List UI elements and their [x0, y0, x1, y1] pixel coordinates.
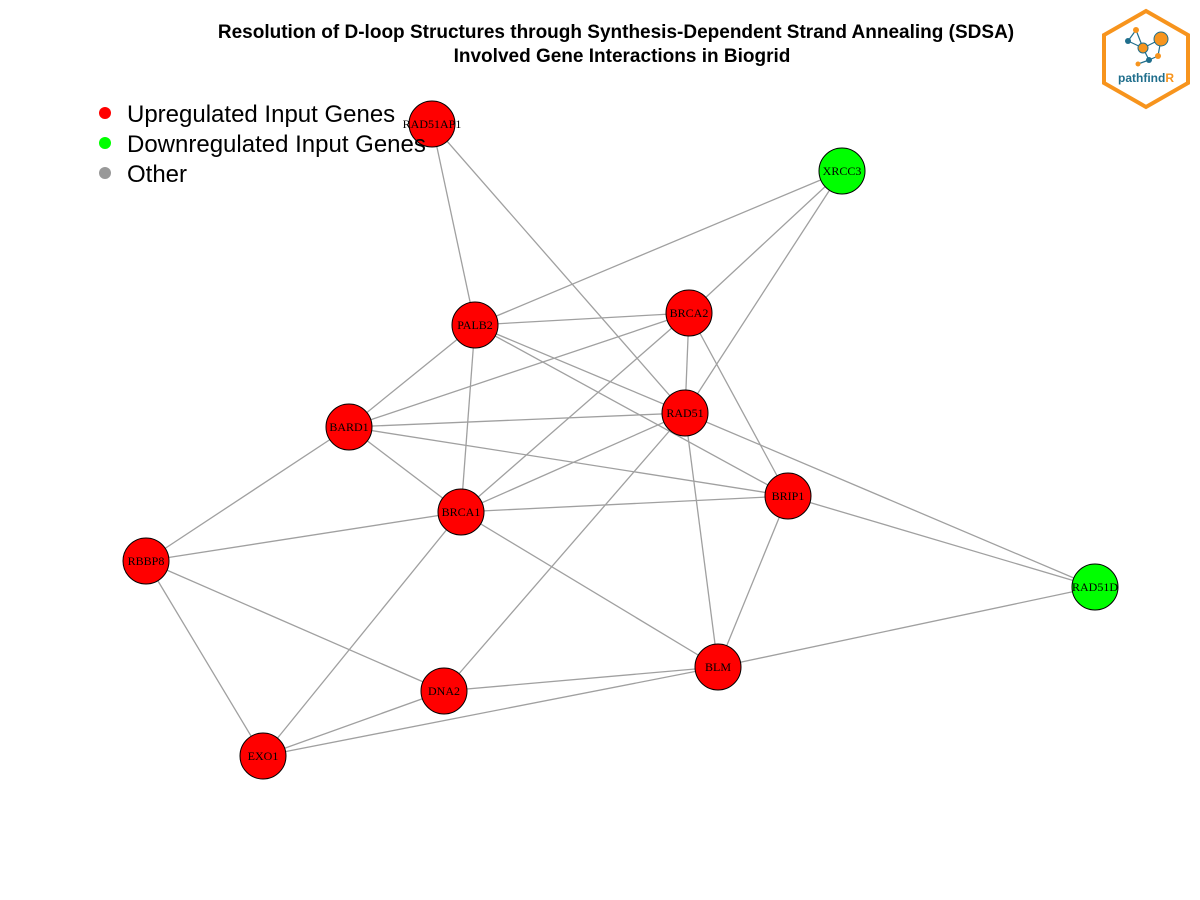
- legend-label-down: Downregulated Input Genes: [127, 131, 426, 158]
- node-circle-bard1: [325, 403, 373, 451]
- edge-blm-dna2: [443, 666, 719, 692]
- node-label-palb2: PALB2: [457, 318, 493, 332]
- node-label-rad51ap1: RAD51AP1: [403, 117, 462, 131]
- chart-title-line2: Involved Gene Interactions in Biogrid: [454, 46, 791, 67]
- logo-text: pathfindR: [1118, 71, 1174, 85]
- edge-rbbp8-exo1: [145, 560, 264, 757]
- edge-palb2-bard1: [348, 324, 476, 428]
- node-label-bard1: BARD1: [329, 420, 368, 434]
- edge-bard1-rbbp8: [145, 426, 350, 562]
- edge-rbbp8-dna2: [145, 560, 445, 692]
- edge-brca1-brip1: [460, 495, 789, 513]
- node-label-blm: BLM: [705, 660, 731, 674]
- edge-brca1-rbbp8: [145, 511, 462, 562]
- edge-rad51d-blm: [717, 586, 1096, 668]
- edge-brip1-blm: [717, 495, 789, 668]
- legend-marker-other: [99, 167, 111, 179]
- legend-label-up: Upregulated Input Genes: [127, 101, 395, 128]
- edge-xrcc3-brca2: [688, 170, 843, 314]
- edge-xrcc3-rad51: [684, 170, 843, 414]
- edge-rad51ap1-rad51: [431, 123, 686, 414]
- node-circle-exo1: [239, 732, 287, 780]
- node-circle-palb2: [451, 301, 499, 349]
- node-circle-rad51ap1: [408, 100, 456, 148]
- node-label-dna2: DNA2: [428, 684, 460, 698]
- edge-rad51-rad51d: [684, 412, 1096, 588]
- node-label-brca1: BRCA1: [442, 505, 481, 519]
- node-dna2: DNA2: [420, 667, 468, 715]
- node-label-brip1: BRIP1: [772, 489, 805, 503]
- node-circle-xrcc3: [818, 147, 866, 195]
- node-circle-dna2: [420, 667, 468, 715]
- edge-xrcc3-palb2: [474, 170, 843, 326]
- node-label-xrcc3: XRCC3: [823, 164, 862, 178]
- node-brip1: BRIP1: [764, 472, 812, 520]
- node-circle-brca1: [437, 488, 485, 536]
- node-label-brca2: BRCA2: [670, 306, 709, 320]
- node-blm: BLM: [694, 643, 742, 691]
- node-circle-rad51: [661, 389, 709, 437]
- node-rbbp8: RBBP8: [122, 537, 170, 585]
- legend-marker-up: [99, 107, 111, 119]
- edge-rad51-dna2: [443, 412, 686, 692]
- node-label-rad51: RAD51: [666, 406, 703, 420]
- edge-brca2-brca1: [460, 312, 690, 513]
- nodes-layer: RAD51AP1 XRCC3 PALB2 BRCA2 RAD51 BARD1 BRCA1 BR…: [122, 100, 1119, 780]
- edge-rad51-bard1: [348, 412, 686, 428]
- legend: Upregulated Input Genes Downregulated In…: [99, 101, 426, 188]
- legend-marker-down: [99, 137, 111, 149]
- edge-dna2-exo1: [262, 690, 445, 757]
- node-circle-rbbp8: [122, 537, 170, 585]
- legend-label-other: Other: [127, 161, 187, 188]
- node-bard1: BARD1: [325, 403, 373, 451]
- node-rad51d: RAD51D: [1071, 563, 1119, 611]
- edges-layer: [145, 123, 1096, 757]
- node-xrcc3: XRCC3: [818, 147, 866, 195]
- node-circle-brip1: [764, 472, 812, 520]
- edge-rad51-blm: [684, 412, 719, 668]
- network-icon: [1125, 27, 1169, 67]
- node-circle-brca2: [665, 289, 713, 337]
- node-palb2: PALB2: [451, 301, 499, 349]
- node-brca2: BRCA2: [665, 289, 713, 337]
- node-rad51: RAD51: [661, 389, 709, 437]
- node-label-rbbp8: RBBP8: [128, 554, 165, 568]
- edge-palb2-rad51: [474, 324, 686, 414]
- node-exo1: EXO1: [239, 732, 287, 780]
- node-brca1: BRCA1: [437, 488, 485, 536]
- edge-palb2-brca2: [474, 312, 690, 326]
- node-circle-blm: [694, 643, 742, 691]
- edge-palb2-brca1: [460, 324, 476, 513]
- node-rad51ap1: RAD51AP1: [403, 100, 462, 148]
- node-label-exo1: EXO1: [248, 749, 279, 763]
- logo-hexagon: [1102, 8, 1190, 110]
- edge-brca1-exo1: [262, 511, 462, 757]
- edge-blm-exo1: [262, 666, 719, 757]
- node-circle-rad51d: [1071, 563, 1119, 611]
- edge-brip1-rad51d: [787, 495, 1096, 588]
- node-label-rad51d: RAD51D: [1072, 580, 1118, 594]
- pathfindr-logo: pathfindR: [1102, 8, 1190, 110]
- edge-brca2-bard1: [348, 312, 690, 428]
- edge-brca2-brip1: [688, 312, 789, 497]
- chart-title-line1: Resolution of D-loop Structures through …: [218, 22, 1014, 43]
- edge-bard1-brip1: [348, 426, 789, 497]
- edge-palb2-brip1: [474, 324, 789, 497]
- edge-brca1-blm: [460, 511, 719, 668]
- edge-rad51ap1-palb2: [431, 123, 476, 326]
